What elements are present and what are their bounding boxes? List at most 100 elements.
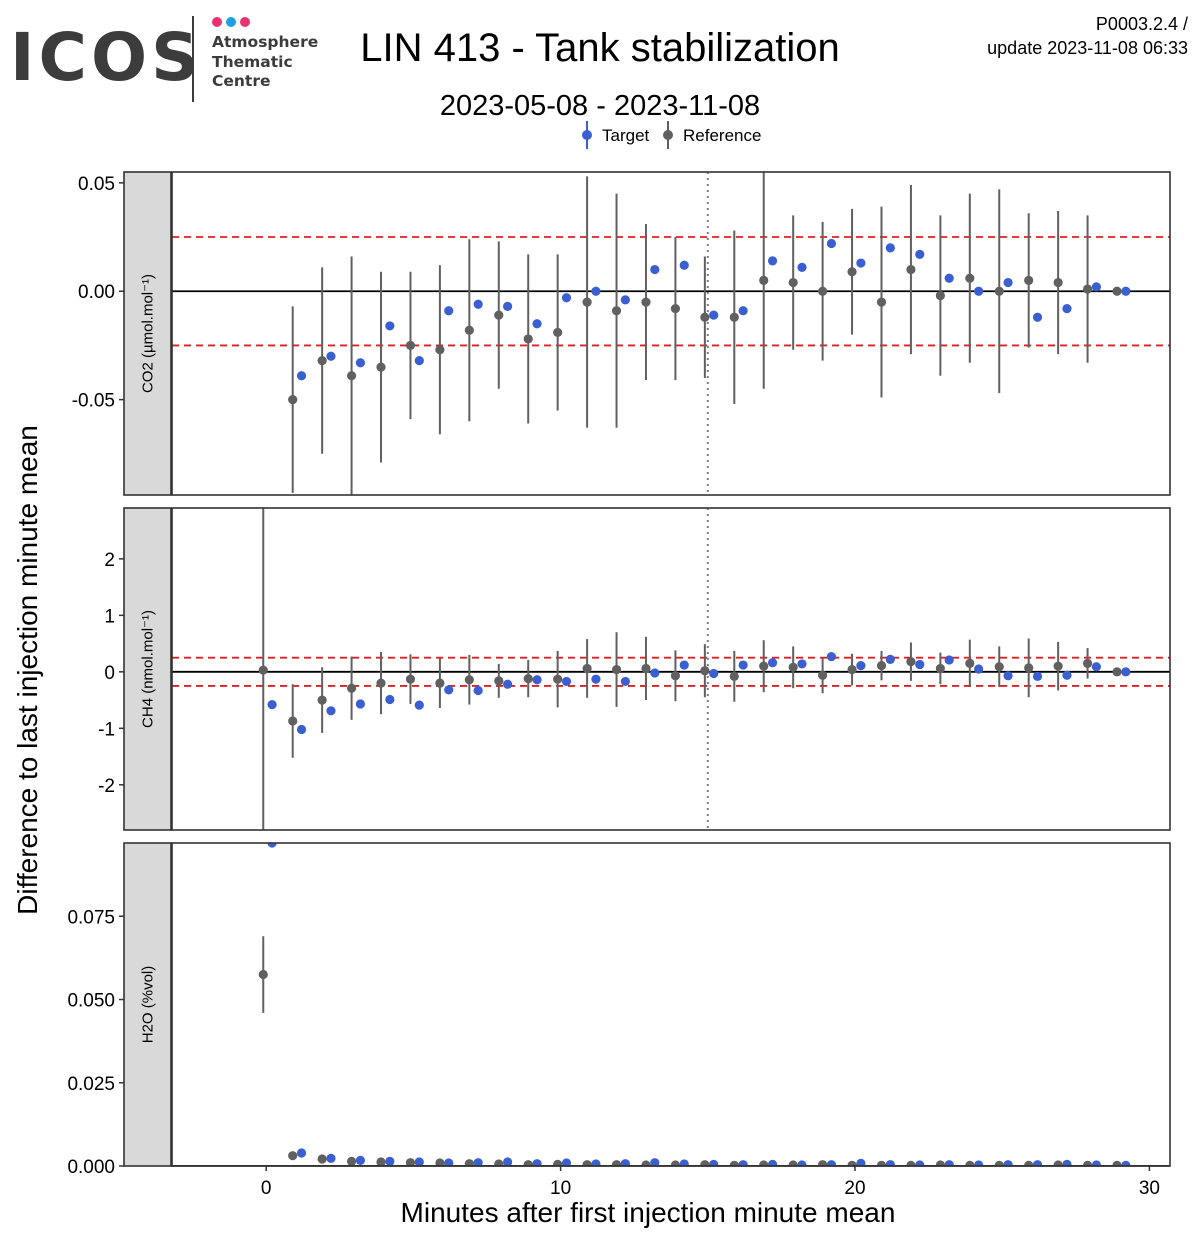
logo-dot-blue [226, 17, 236, 27]
target-point [620, 295, 630, 305]
target-point [444, 685, 454, 695]
reference-point [376, 678, 386, 688]
reference-point [288, 395, 298, 405]
reference-point [523, 674, 533, 684]
reference-point [935, 663, 945, 674]
target-point [650, 668, 660, 678]
x-tick-label: 10 [550, 1178, 571, 1199]
target-point [856, 1158, 866, 1166]
panel-background [172, 508, 1170, 830]
target-point [650, 1158, 660, 1166]
target-point [974, 664, 984, 674]
target-point [1032, 1160, 1043, 1166]
panel-border [171, 507, 1171, 831]
target-point [974, 286, 984, 296]
target-point [473, 1158, 483, 1166]
target-point [1062, 303, 1072, 314]
target-point [826, 651, 837, 662]
chart-title: LIN 413 - Tank stabilization [0, 24, 1200, 72]
y-tick-label: 2 [104, 550, 115, 571]
reference-point [906, 1160, 916, 1166]
target-point [738, 1160, 748, 1166]
target-point [561, 1158, 572, 1166]
target-point [561, 293, 572, 303]
reference-point [611, 664, 622, 675]
target-point [1091, 1160, 1101, 1166]
target-point [944, 273, 954, 283]
target-point [267, 699, 277, 710]
panel-marks [172, 172, 1170, 495]
reference-point [1024, 275, 1034, 285]
target-point [620, 1159, 630, 1166]
target-point [856, 258, 866, 268]
target-point [1121, 286, 1131, 296]
reference-point [464, 325, 474, 335]
target-point [1121, 1160, 1131, 1166]
target-point [944, 655, 954, 665]
logo-dot-pink-2 [240, 17, 250, 27]
reference-point [729, 312, 739, 322]
reference-point [729, 671, 739, 681]
reference-point [847, 267, 857, 277]
reference-point [641, 663, 651, 674]
logo-subtitle-line-1: Atmosphere [212, 33, 319, 51]
target-point [856, 661, 866, 671]
target-point [620, 676, 630, 687]
target-point [414, 1157, 424, 1166]
reference-point [553, 327, 563, 338]
reference-point [611, 306, 622, 316]
reference-point [1053, 661, 1063, 671]
target-point [915, 659, 925, 670]
y-tick-label: 0.025 [67, 1074, 115, 1095]
target-point [767, 256, 778, 266]
target-point [709, 668, 719, 679]
target-point [532, 675, 542, 685]
reference-point [523, 334, 533, 344]
target-point [326, 1153, 336, 1163]
target-point [414, 355, 424, 366]
target-point [503, 1157, 513, 1166]
target-point [591, 286, 601, 296]
version-text: P0003.2.4 / [1095, 14, 1188, 34]
target-point [503, 679, 513, 689]
reference-point [611, 1160, 622, 1166]
target-point [355, 1155, 366, 1165]
reference-point [1112, 667, 1122, 677]
y-tick-label: 1 [104, 606, 115, 627]
target-point [414, 700, 424, 710]
reference-point [729, 1160, 739, 1166]
reference-point [994, 1160, 1004, 1166]
reference-point [435, 1158, 445, 1166]
reference-point [258, 969, 268, 980]
reference-point [258, 665, 268, 675]
reference-point [965, 658, 975, 668]
reference-point [317, 355, 327, 366]
reference-point [346, 371, 357, 381]
reference-point [994, 286, 1004, 296]
target-point [679, 1159, 689, 1166]
target-point [944, 1160, 954, 1166]
reference-point [788, 662, 798, 672]
chart-subtitle: 2023-05-08 - 2023-11-08 [439, 90, 761, 122]
reference-point [847, 1160, 857, 1166]
target-point [1003, 277, 1013, 288]
target-point [1032, 312, 1043, 322]
x-axis-title: Minutes after first injection minute mea… [400, 1197, 896, 1228]
reference-point [582, 663, 592, 674]
target-point [974, 1160, 984, 1166]
reference-point [965, 1160, 975, 1166]
panel-border [171, 171, 1171, 496]
target-point [885, 654, 895, 664]
reference-point [876, 1160, 887, 1166]
target-point [885, 243, 895, 253]
logo-separator [192, 16, 194, 102]
target-point [1062, 1159, 1072, 1166]
reference-point [641, 297, 651, 307]
reference-point [288, 716, 298, 726]
reference-point [1082, 658, 1093, 668]
reference-point [1082, 284, 1093, 294]
reference-point [464, 675, 474, 685]
legend-reference-dot [663, 130, 673, 140]
reference-point [523, 1160, 533, 1166]
reference-point [906, 264, 916, 275]
